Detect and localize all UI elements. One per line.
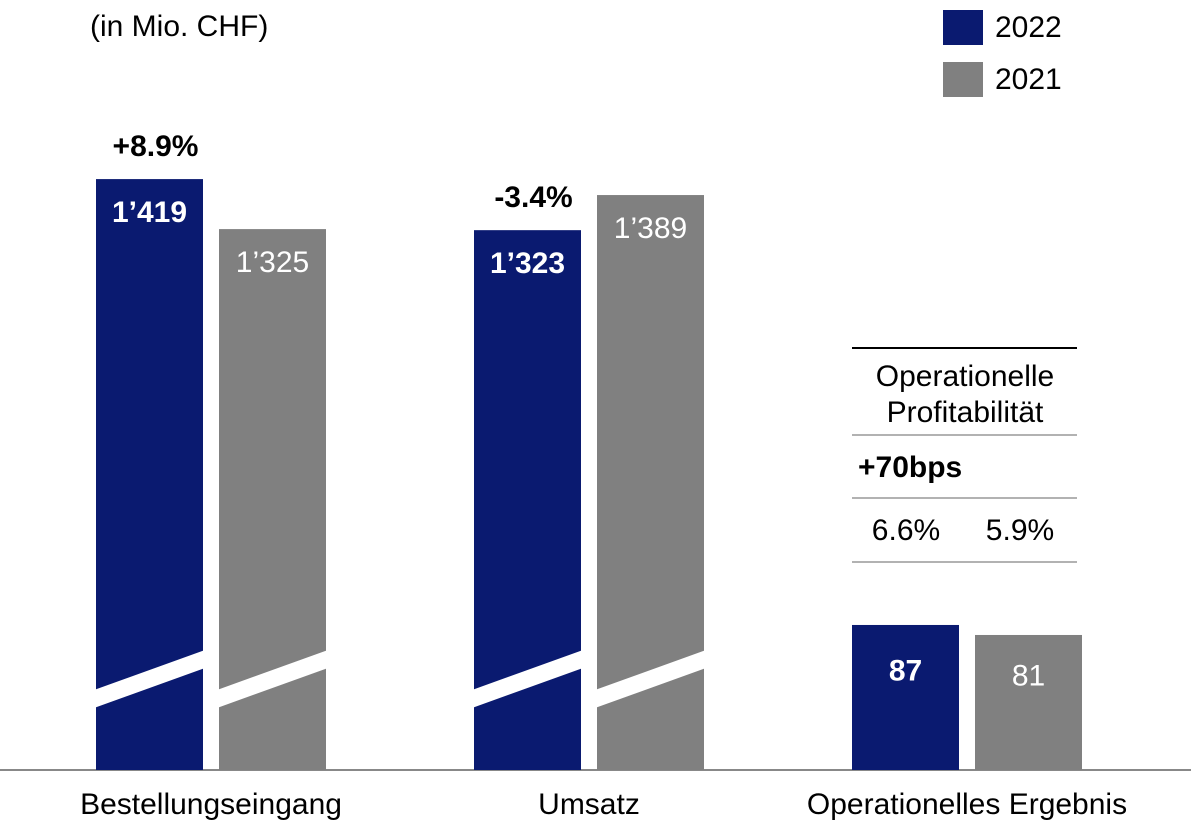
legend-swatch — [943, 10, 983, 45]
bar — [975, 634, 1082, 770]
inset-value: 6.6% — [872, 514, 940, 547]
value-label: 87 — [889, 654, 922, 687]
x-tick-label: Operationelles Ergebnis — [807, 788, 1127, 821]
subtitle: (in Mio. CHF) — [90, 10, 268, 43]
bar — [852, 624, 959, 770]
axis-break — [472, 650, 583, 708]
inset-value: 5.9% — [986, 514, 1054, 547]
inset-title: Profitabilität — [887, 396, 1044, 429]
inset-title: Operationelle — [876, 360, 1054, 393]
axis-break — [595, 650, 706, 708]
axis-break — [94, 650, 205, 708]
legend-label: 2022 — [995, 11, 1062, 44]
value-label: 1’325 — [236, 246, 309, 279]
legend-swatch — [943, 62, 983, 97]
change-annotation: +8.9% — [113, 130, 199, 163]
change-annotation: -3.4% — [494, 181, 572, 214]
value-label: 1’419 — [112, 196, 187, 229]
axis-break — [217, 650, 328, 708]
x-tick-label: Bestellungseingang — [80, 788, 342, 821]
inset-change: +70bps — [858, 451, 962, 484]
value-label: 1’389 — [614, 212, 687, 245]
value-label: 1’323 — [490, 247, 565, 280]
value-label: 81 — [1012, 659, 1045, 692]
x-tick-label: Umsatz — [538, 788, 640, 821]
legend-label: 2021 — [995, 63, 1062, 96]
